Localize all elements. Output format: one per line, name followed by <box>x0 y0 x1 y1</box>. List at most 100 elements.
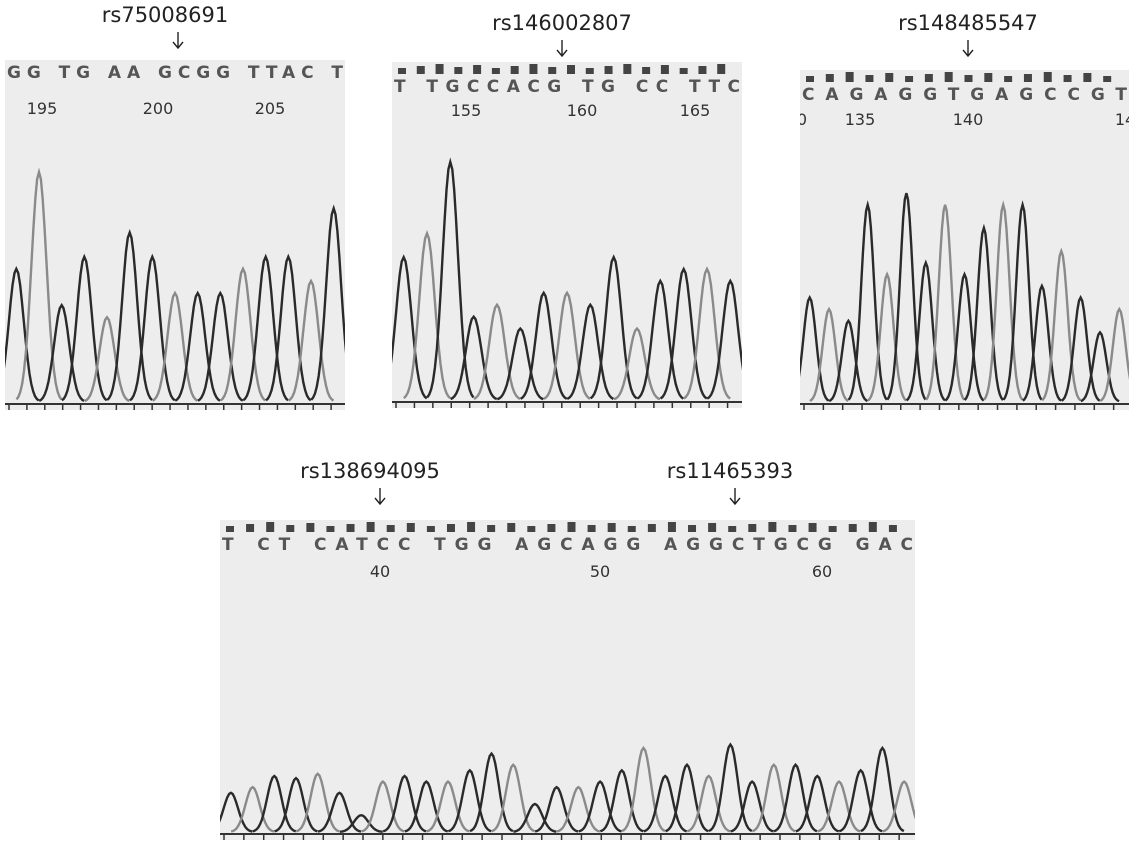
quality-bar <box>120 52 128 60</box>
snp-label: rs138694095 <box>300 459 440 483</box>
quality-bar <box>454 67 462 74</box>
chromatogram-panel: T TGCCACG TG CC TTC155160165rs146002807 <box>381 11 754 408</box>
quality-bar <box>865 75 873 82</box>
quality-bar <box>925 74 933 82</box>
snp-arrow <box>963 40 973 56</box>
position-number: 200 <box>143 99 174 118</box>
quality-bar <box>230 50 238 60</box>
quality-bar <box>768 522 776 532</box>
quality-bar <box>698 66 706 74</box>
quality-bar <box>568 522 576 532</box>
snp-arrow <box>730 488 740 504</box>
quality-bar <box>869 522 877 532</box>
quality-bar <box>175 51 183 60</box>
quality-bar <box>708 523 716 532</box>
quality-bar <box>668 522 676 532</box>
quality-bar <box>427 526 435 532</box>
quality-bar <box>605 66 613 74</box>
quality-bar <box>326 526 334 532</box>
quality-bar <box>1044 72 1052 82</box>
quality-bar <box>286 525 294 532</box>
quality-bar <box>889 525 897 532</box>
quality-bar <box>984 73 992 82</box>
quality-bar <box>717 64 725 74</box>
quality-bar <box>1064 75 1072 82</box>
quality-bar <box>788 525 796 532</box>
position-number: 140 <box>953 110 984 129</box>
quality-bar <box>347 524 355 532</box>
quality-bar <box>728 526 736 532</box>
quality-bar <box>965 75 973 82</box>
quality-bar <box>547 524 555 532</box>
quality-bar <box>586 68 594 74</box>
position-number: 205 <box>255 99 286 118</box>
quality-bar <box>648 524 656 532</box>
snp-label: rs11465393 <box>667 459 793 483</box>
quality-bar <box>1103 76 1111 82</box>
quality-bar <box>367 522 375 532</box>
quality-bar <box>680 68 688 74</box>
quality-bar <box>47 50 55 60</box>
position-number: 14 <box>1115 110 1129 129</box>
quality-bar <box>467 522 475 532</box>
quality-bar <box>66 53 74 60</box>
position-number: 160 <box>567 101 598 120</box>
quality-bar <box>157 53 165 60</box>
quality-bar <box>661 65 669 74</box>
quality-bar <box>84 51 92 60</box>
position-number: 0 <box>797 110 807 129</box>
quality-bar <box>567 65 575 74</box>
quality-bar <box>529 64 537 74</box>
chromatogram-panel: T CT CATCC TGG AGCAGG AGGCTGCG GAC405060… <box>209 459 925 840</box>
quality-bar <box>487 525 495 532</box>
quality-bar <box>1083 73 1091 82</box>
quality-bar <box>11 54 19 60</box>
quality-bar <box>628 526 636 532</box>
snp-arrow <box>173 32 183 48</box>
quality-bar <box>688 525 696 532</box>
snp-label: rs75008691 <box>102 3 228 27</box>
quality-bar <box>226 526 234 532</box>
figure: GG TG AA GCGG TTAC T195200205rs75008691T… <box>0 0 1129 842</box>
quality-bar <box>748 524 756 532</box>
quality-bar <box>809 523 817 532</box>
position-number: 60 <box>812 562 832 581</box>
quality-bar <box>193 54 201 60</box>
position-number: 135 <box>845 110 876 129</box>
quality-bar <box>945 72 953 82</box>
quality-bar <box>829 526 837 532</box>
quality-bar <box>407 523 415 532</box>
snp-label: rs148485547 <box>898 11 1038 35</box>
quality-bar <box>473 65 481 74</box>
quality-bar <box>1024 74 1032 82</box>
quality-bar <box>139 50 147 60</box>
position-number: 155 <box>451 101 482 120</box>
quality-bar <box>806 76 814 82</box>
quality-bar <box>1004 76 1012 82</box>
position-number: 40 <box>370 562 390 581</box>
snp-label: rs146002807 <box>492 11 632 35</box>
quality-bar <box>266 51 274 60</box>
position-number: 50 <box>590 562 610 581</box>
quality-bar <box>826 74 834 82</box>
quality-bar <box>387 525 395 532</box>
quality-bar <box>608 523 616 532</box>
snp-arrow <box>375 488 385 504</box>
quality-bar <box>306 523 314 532</box>
quality-bar <box>246 524 254 532</box>
quality-bar <box>284 54 292 60</box>
quality-bar <box>398 68 406 74</box>
quality-bar <box>527 526 535 532</box>
quality-bar <box>642 67 650 74</box>
quality-bar <box>849 524 857 532</box>
quality-bar <box>588 525 596 532</box>
quality-bar <box>548 67 556 74</box>
quality-bar <box>417 66 425 74</box>
position-number: 165 <box>680 101 711 120</box>
snp-arrow <box>557 40 567 56</box>
quality-bar <box>623 64 631 74</box>
quality-bar <box>885 73 893 82</box>
quality-bar <box>248 53 256 60</box>
quality-bar <box>303 52 311 60</box>
